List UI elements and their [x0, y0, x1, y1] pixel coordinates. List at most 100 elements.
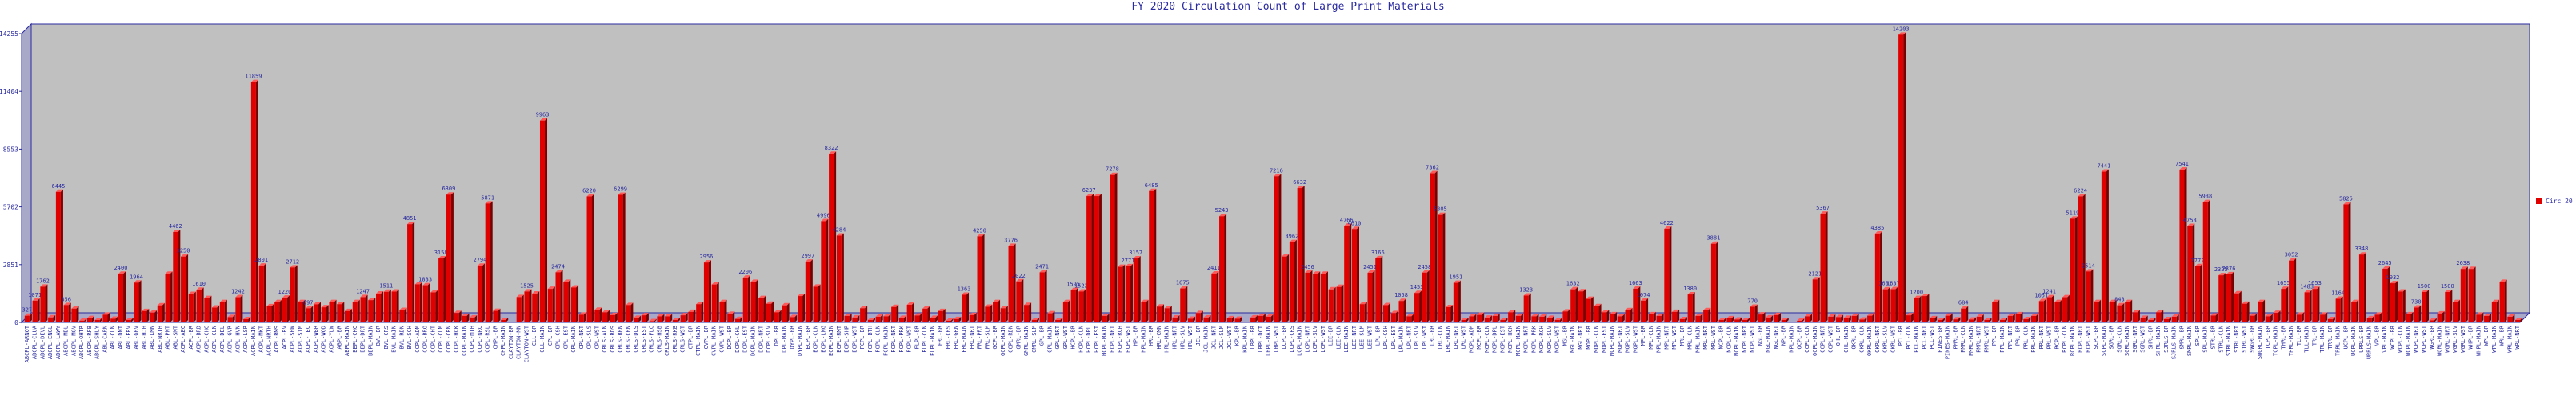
bar: 7441	[2097, 163, 2110, 322]
x-tick-label: NCPL-NRT	[1742, 325, 1748, 353]
bar-top	[1578, 289, 1586, 292]
bar-front	[1180, 288, 1186, 322]
bar-front	[274, 302, 280, 322]
x-tick-label: FLPL-BR	[914, 325, 920, 349]
bar	[1141, 299, 1149, 322]
bar-top	[1234, 316, 1242, 319]
bar-value-label: 2771	[1122, 258, 1135, 264]
x-tick-label: ABCPL-SHLY	[94, 325, 101, 359]
bar-front	[118, 274, 124, 322]
bar-top	[578, 312, 586, 315]
x-tick-label: LCPL-BR	[1281, 325, 1287, 349]
bar-value-label: 730	[2411, 299, 2422, 306]
x-tick-label: SCPL-BR	[2093, 325, 2099, 349]
y-tick-label: 2851	[3, 262, 18, 269]
bar-side	[2371, 315, 2374, 322]
bar-top	[750, 279, 758, 282]
bar-top	[1656, 313, 1664, 316]
bar	[1797, 318, 1805, 322]
bar-top	[2125, 299, 2133, 302]
bar	[1672, 309, 1680, 322]
x-tick-label: OKRL-CLN	[1858, 326, 1865, 353]
x-tick-label: CRLS-WST	[680, 325, 686, 353]
bar-top	[1024, 302, 1032, 306]
bar-side	[2238, 290, 2242, 322]
bar-top	[1078, 289, 1086, 292]
bar-front	[1726, 318, 1732, 322]
x-tick-label: MOPL-SLV	[1625, 325, 1631, 353]
bar: 6485	[1145, 182, 1158, 322]
bar	[157, 302, 165, 322]
bar-side	[591, 194, 594, 322]
bar-value-label: 2997	[801, 253, 814, 259]
x-tick-label: URRLS-BR	[2358, 325, 2365, 353]
bar-front	[1062, 302, 1068, 322]
bar-top	[1562, 309, 1570, 312]
x-tick-label: DCPL-BR	[726, 325, 733, 349]
bar	[243, 316, 251, 322]
bar-value-label: 5243	[1215, 207, 1229, 214]
bar-top	[711, 282, 719, 285]
bar	[1594, 303, 1602, 322]
bar-top	[1890, 286, 1898, 290]
x-tick-label: ECPL-RMT	[836, 325, 842, 353]
bar-side	[1052, 310, 1055, 322]
x-tick-label: JCL-WST	[1226, 325, 1233, 349]
bar-front	[649, 321, 654, 322]
bar-front	[1984, 319, 1990, 322]
bar-front	[1687, 294, 1693, 322]
x-tick-label: FRL-GRN	[953, 326, 959, 350]
bar-top	[1344, 223, 1352, 226]
x-tick-label: ACPL-SHW	[290, 325, 296, 353]
bar	[1625, 307, 1633, 322]
bar-front	[110, 318, 116, 322]
bar-side	[91, 315, 94, 322]
bar-front	[250, 82, 256, 323]
bar: 5367	[1816, 205, 1830, 322]
x-tick-label: SHRL-BR	[2147, 325, 2154, 349]
bar	[430, 290, 438, 322]
bar	[938, 308, 946, 322]
bar-side	[958, 316, 962, 322]
bar-side	[474, 314, 478, 322]
bar-value-label: 2514	[2082, 262, 2095, 269]
bar-front	[2296, 314, 2302, 322]
bar-top	[1102, 313, 1110, 316]
bar-top	[524, 289, 532, 292]
bar-side	[1458, 280, 1461, 322]
bar-side	[1739, 317, 1742, 322]
bar-front	[1999, 319, 2006, 322]
bar-top	[1797, 318, 1805, 321]
bar-front	[539, 120, 546, 322]
bar-top	[1289, 239, 1297, 242]
bar-top	[985, 304, 993, 307]
bar-top	[470, 314, 478, 318]
bar: 3158	[434, 250, 448, 322]
bar-side	[896, 304, 899, 322]
bar-side	[810, 259, 813, 322]
bar-front	[734, 318, 741, 322]
bar	[2437, 310, 2445, 322]
bar-front	[1781, 319, 1786, 322]
bar-top	[1500, 317, 1508, 320]
bar-top	[2258, 299, 2266, 302]
bar-top	[1203, 314, 1211, 318]
bar-side	[318, 302, 322, 322]
bar-side	[1434, 170, 1438, 322]
bar	[727, 311, 735, 322]
x-tick-label: FCPL-MAIN	[882, 326, 889, 356]
bar-front	[266, 306, 272, 322]
bar-front	[1648, 314, 1654, 322]
bar	[2031, 313, 2039, 322]
x-tick-label: FLPL-CLN	[922, 326, 928, 353]
bar-top	[922, 306, 930, 309]
x-tick-label: HCPL-MAIN	[1102, 326, 1108, 356]
bar-side	[2020, 311, 2023, 322]
bar	[329, 299, 337, 322]
x-tick-label: LPL-CSH	[1382, 326, 1389, 350]
bar-top	[344, 308, 353, 311]
bar-value-label: 7278	[1106, 166, 1119, 173]
bar-front	[2250, 315, 2255, 322]
bar-value-label: 4851	[403, 215, 417, 222]
bar-front	[563, 282, 569, 322]
